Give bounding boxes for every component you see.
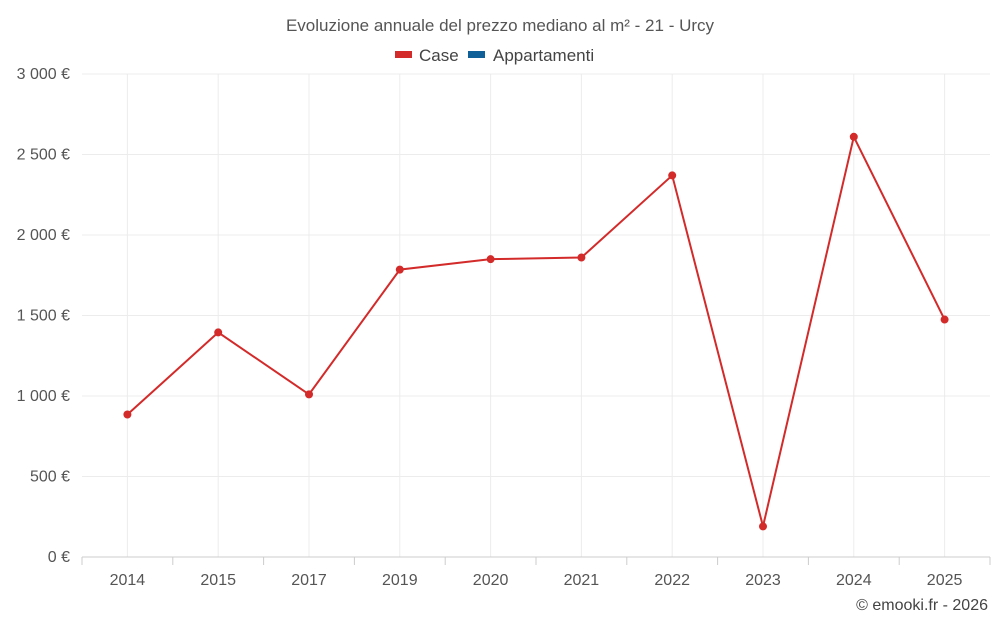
data-point[interactable] bbox=[123, 410, 132, 419]
legend-label-appartamenti: Appartamenti bbox=[493, 46, 594, 65]
legend-swatch-appartamenti bbox=[468, 51, 485, 58]
data-point[interactable] bbox=[577, 253, 586, 262]
credit-text: © emooki.fr - 2026 bbox=[856, 597, 988, 614]
y-tick-label: 500 € bbox=[30, 469, 70, 486]
y-tick-label: 1 500 € bbox=[17, 308, 70, 325]
x-tick-label: 2015 bbox=[200, 572, 236, 589]
legend-item-appartamenti[interactable]: Appartamenti bbox=[468, 46, 594, 65]
x-tick-label: 2014 bbox=[110, 572, 146, 589]
x-tick-label: 2024 bbox=[836, 572, 872, 589]
y-tick-label: 3 000 € bbox=[17, 66, 70, 83]
legend: Case Appartamenti bbox=[395, 46, 594, 65]
x-tick-label: 2021 bbox=[564, 572, 600, 589]
legend-swatch-case bbox=[395, 51, 412, 58]
x-tick-label: 2019 bbox=[382, 572, 418, 589]
data-point[interactable] bbox=[214, 328, 223, 337]
data-point[interactable] bbox=[305, 390, 313, 399]
y-tick-label: 1 000 € bbox=[17, 388, 70, 405]
legend-item-case[interactable]: Case bbox=[395, 46, 459, 65]
series bbox=[123, 132, 949, 531]
x-tick-label: 2022 bbox=[654, 572, 690, 589]
chart-title: Evoluzione annuale del prezzo mediano al… bbox=[286, 16, 715, 35]
y-tick-label: 2 000 € bbox=[17, 227, 70, 244]
data-point[interactable] bbox=[395, 265, 404, 274]
x-tick-label: 2017 bbox=[291, 572, 327, 589]
series-line-case bbox=[126, 133, 946, 527]
data-point[interactable] bbox=[849, 132, 858, 141]
data-point[interactable] bbox=[668, 171, 677, 180]
y-tick-label: 2 500 € bbox=[17, 147, 70, 164]
x-tick-label: 2025 bbox=[927, 572, 963, 589]
axes: 0 € 500 € 1 000 € 1 500 € 2 000 € 2 500 € 3 00… bbox=[17, 66, 991, 589]
data-point[interactable] bbox=[759, 522, 767, 531]
legend-label-case: Case bbox=[419, 46, 459, 65]
y-tick-label: 0 € bbox=[48, 549, 70, 566]
gridlines bbox=[82, 73, 990, 557]
x-tick-label: 2020 bbox=[473, 572, 509, 589]
data-point[interactable] bbox=[940, 315, 949, 324]
x-tick-label: 2023 bbox=[745, 572, 781, 589]
data-point[interactable] bbox=[486, 255, 495, 264]
